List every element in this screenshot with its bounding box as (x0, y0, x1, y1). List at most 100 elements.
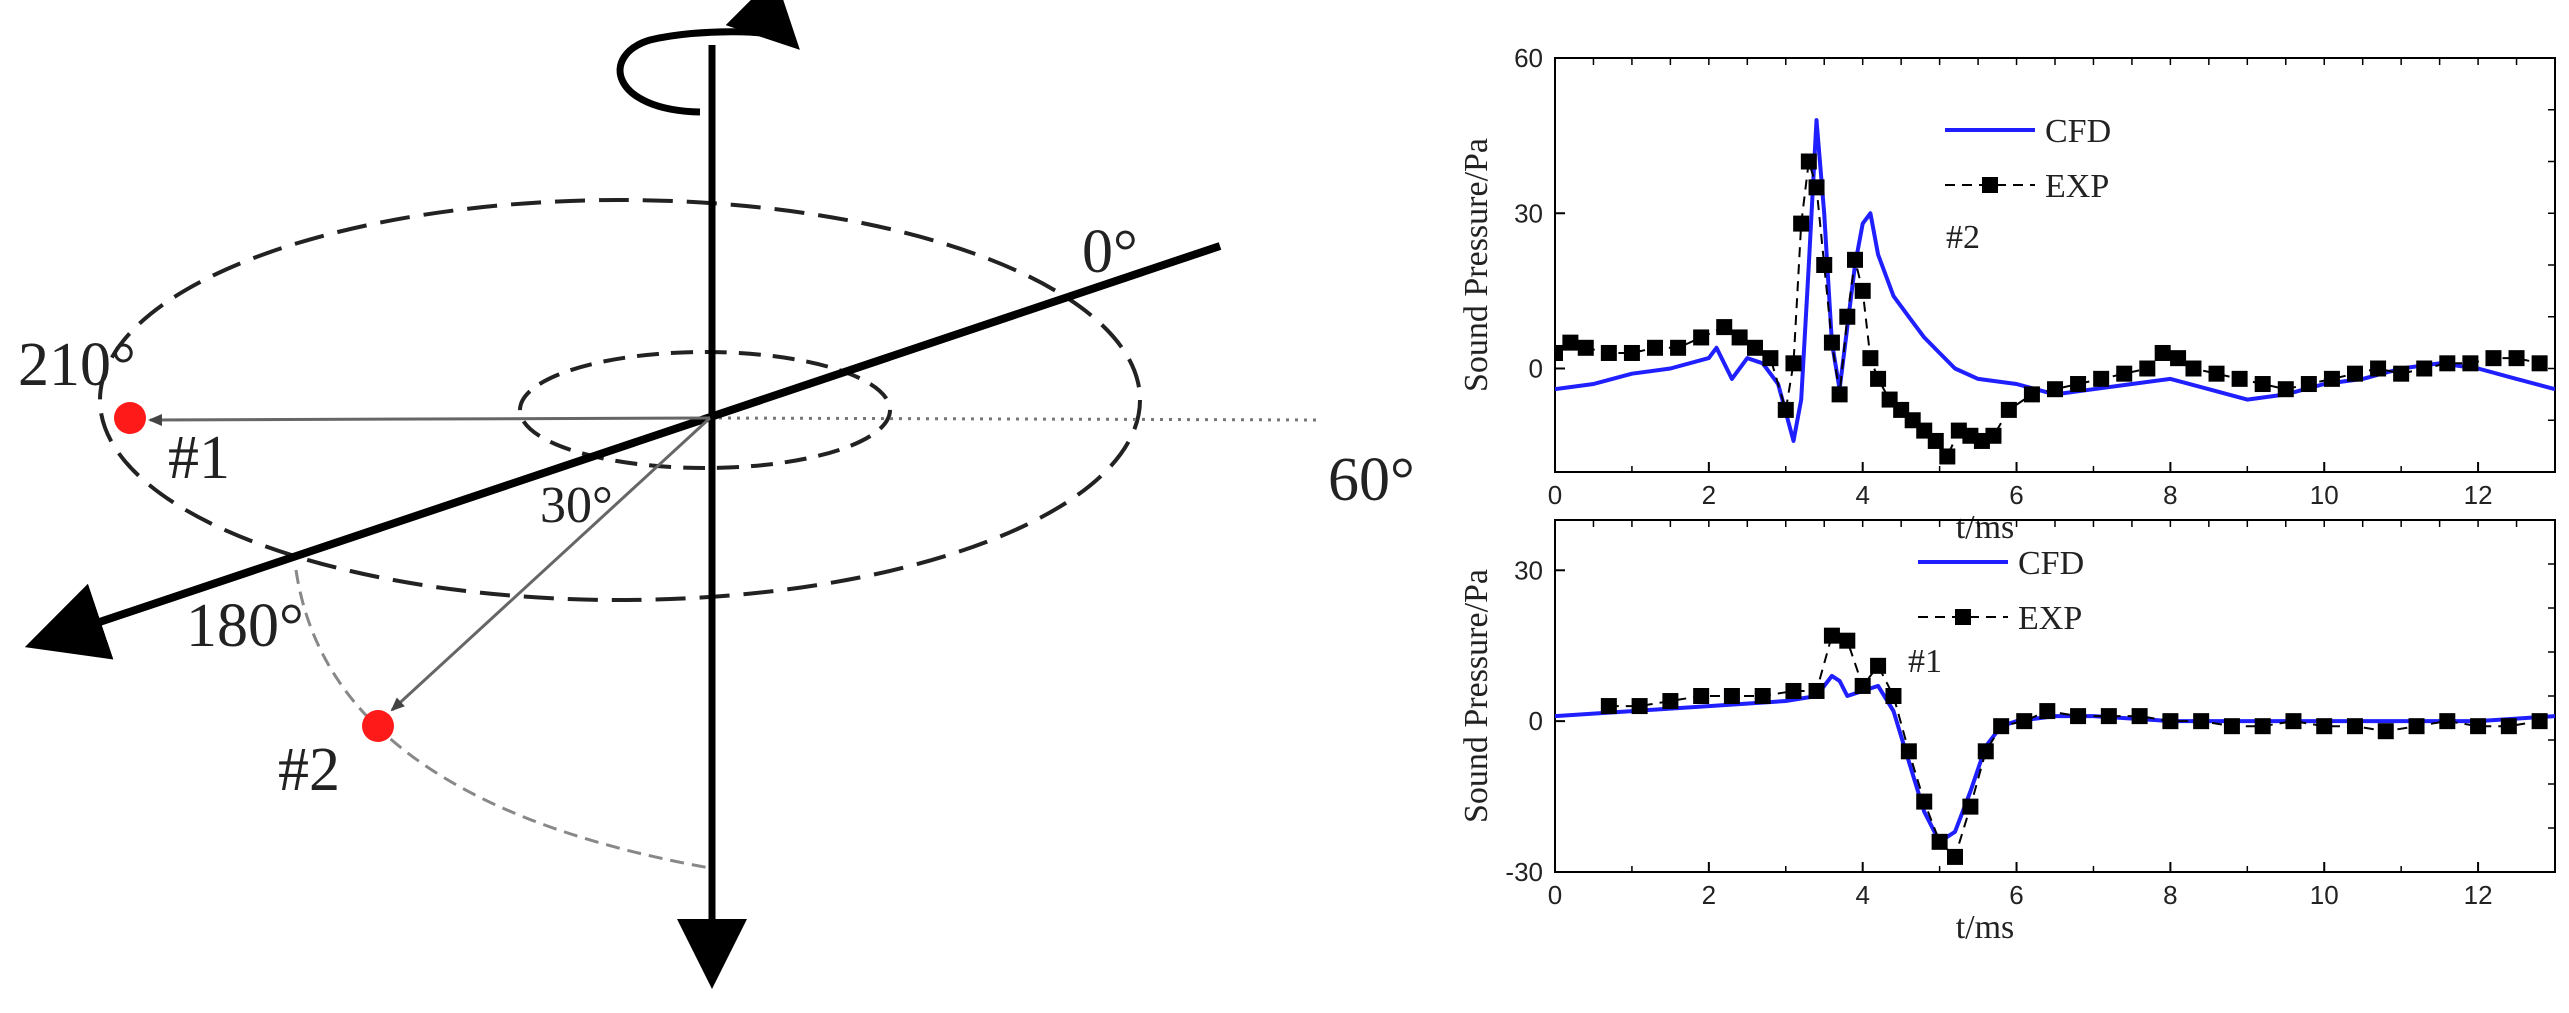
series-exp-point (1823, 627, 1840, 644)
x-tick-label: 8 (2163, 880, 2177, 910)
series-exp-point (1747, 339, 1763, 356)
series-exp-point (1870, 370, 1887, 387)
y-tick-label: 30 (1514, 198, 1543, 228)
series-exp-point (1985, 427, 2002, 444)
series-exp-point (1823, 334, 1840, 351)
series-exp-point (2070, 376, 2087, 393)
y-axis-label: Sound Pressure/Pa (1458, 138, 1495, 392)
series-exp-point (2377, 723, 2394, 740)
series-exp-point (2185, 360, 2202, 377)
series-exp-point (2016, 713, 2033, 730)
horizontal-axis (24, 242, 1222, 660)
x-tick-label: 6 (2009, 480, 2023, 510)
y-tick-label: 60 (1514, 43, 1543, 73)
series-exp-point (1816, 257, 1833, 273)
chart-top-mic-2: 0 2 4 6 8 10 12 0 30 60 t/ms Sound Pressure/Pa CFD EX… (1458, 43, 2556, 546)
series-exp-point (1931, 833, 1948, 850)
series-exp-point (1555, 344, 1563, 361)
series-exp-point (1631, 698, 1648, 715)
series-exp-point (2323, 370, 2340, 387)
series-exp-point (1947, 848, 1963, 865)
radius-to-mic-2 (390, 416, 712, 712)
series-exp-line (1555, 161, 2540, 459)
series-exp-point (2154, 344, 2171, 361)
angle-label-60: 60° (1328, 446, 1415, 514)
series-exp-point (2393, 365, 2410, 382)
series-exp-point (2531, 713, 2548, 730)
series-exp-point (2254, 376, 2271, 393)
series-exp-point (1670, 339, 1687, 356)
series-exp-point (2316, 718, 2333, 735)
series-exp-point (2000, 401, 2017, 418)
series-exp-line (1608, 634, 2540, 859)
x-tick-label: 4 (1855, 880, 1869, 910)
series-exp-point (1839, 632, 1856, 649)
y-tick-label: 0 (1529, 706, 1543, 736)
angle-label-30: 30° (540, 477, 613, 534)
angle-label-210: 210° (18, 331, 136, 399)
series-exp-point (1785, 355, 1802, 372)
series-exp-point (1762, 350, 1779, 367)
series-exp-point (2070, 708, 2087, 725)
legend-label: CFD (2045, 113, 2111, 150)
y-tick-label: 0 (1529, 354, 1543, 384)
series-exp-point (2093, 370, 2110, 387)
series-exp-point (2254, 718, 2271, 735)
x-tick-label: 10 (2310, 480, 2339, 510)
angle-label-180: 180° (186, 592, 304, 660)
series-exp-point (1693, 688, 1710, 704)
mic-label-1: #1 (168, 424, 230, 492)
series-exp-point (1600, 344, 1617, 361)
y-tick-label: 30 (1514, 555, 1543, 585)
series-exp-point (2193, 713, 2210, 730)
x-tick-label: 6 (2009, 880, 2023, 910)
series-exp-point (2039, 703, 2056, 720)
series-exp-point (2408, 718, 2425, 735)
microphone-2-dot (362, 710, 394, 742)
series-exp-point (2416, 360, 2433, 377)
series-exp-point (1693, 329, 1710, 346)
series-exp-point (2462, 355, 2479, 372)
series-exp-point (1831, 386, 1848, 403)
series-exp-point (1916, 793, 1933, 810)
microphone-1-dot (114, 402, 146, 434)
series-exp-point (2170, 350, 2187, 367)
series-exp-point (1793, 215, 1810, 232)
x-tick-label: 2 (1702, 480, 1716, 510)
y-tick-label: -30 (1505, 857, 1543, 887)
series-exp-point (1839, 308, 1856, 325)
series-exp-point (1885, 688, 1902, 704)
series-exp-point (2208, 365, 2225, 382)
plot-area (1555, 627, 2555, 865)
series-exp-point (2347, 365, 2363, 382)
rotation-arrow-icon (616, 0, 800, 116)
mic-label-2: #2 (278, 736, 340, 804)
series-exp-point (1939, 448, 1956, 465)
series-exp-point (2531, 355, 2548, 372)
series-exp-point (1854, 282, 1871, 299)
x-tick-label: 8 (2163, 480, 2177, 510)
series-exp-point (2300, 376, 2317, 393)
series-exp-point (1777, 401, 1794, 418)
legend-marker-exp (1955, 609, 1971, 625)
series-exp-point (2277, 381, 2294, 398)
x-axis-label: t/ms (1956, 509, 2015, 546)
series-exp-point (2285, 713, 2302, 730)
x-tick-label: 0 (1548, 880, 1562, 910)
series-exp-point (1662, 693, 1679, 710)
series-exp-point (1808, 682, 1825, 699)
series-exp-point (2100, 708, 2117, 725)
series-exp-point (1854, 677, 1871, 694)
series-exp-point (1577, 339, 1594, 356)
series-exp-point (2470, 718, 2487, 735)
inner-ellipse (518, 350, 892, 470)
y-axis-label: Sound Pressure/Pa (1458, 569, 1495, 823)
series-exp-point (1716, 319, 1733, 336)
series-exp-point (1785, 682, 1802, 699)
series-exp-point (1800, 153, 1817, 170)
angle-label-0: 0° (1082, 218, 1138, 286)
series-exp-point (1600, 698, 1617, 715)
x-tick-label: 10 (2310, 880, 2339, 910)
x-axis-label: t/ms (1956, 909, 2015, 946)
